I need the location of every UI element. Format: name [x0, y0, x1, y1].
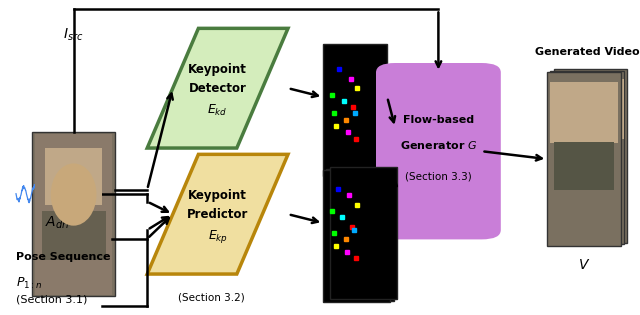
- Bar: [32, 132, 115, 296]
- Polygon shape: [147, 154, 288, 274]
- Text: (Section 3.1): (Section 3.1): [16, 295, 88, 305]
- Text: Generator $G$: Generator $G$: [399, 139, 477, 151]
- Text: $V$: $V$: [578, 258, 590, 272]
- Bar: [560, 139, 621, 187]
- Text: $E_{kd}$: $E_{kd}$: [207, 103, 228, 118]
- Bar: [557, 140, 618, 189]
- Bar: [42, 211, 106, 260]
- Bar: [45, 148, 102, 205]
- Ellipse shape: [51, 163, 97, 226]
- Bar: [323, 170, 390, 302]
- Text: Flow-based: Flow-based: [403, 115, 474, 125]
- Bar: [554, 80, 621, 141]
- Polygon shape: [147, 28, 288, 148]
- Text: $E_{kp}$: $E_{kp}$: [207, 228, 228, 245]
- Bar: [554, 69, 627, 243]
- Text: $I_{src}$: $I_{src}$: [63, 27, 84, 43]
- Text: $P_{1:n}$: $P_{1:n}$: [16, 276, 42, 291]
- Bar: [557, 79, 624, 139]
- Bar: [550, 82, 618, 143]
- Text: $A_{dri}$: $A_{dri}$: [45, 214, 70, 231]
- Text: Keypoint: Keypoint: [188, 189, 247, 202]
- Text: Detector: Detector: [189, 82, 246, 95]
- Bar: [554, 142, 614, 190]
- Text: (Section 3.3): (Section 3.3): [405, 171, 472, 181]
- Text: $(K^{src},J^{src})$: $(K^{src},J^{src})$: [330, 189, 381, 204]
- Bar: [326, 169, 394, 301]
- FancyBboxPatch shape: [376, 63, 500, 239]
- Text: Generated Video: Generated Video: [535, 47, 639, 57]
- Bar: [35, 134, 112, 295]
- Bar: [550, 71, 624, 244]
- Text: (Section 3.2): (Section 3.2): [178, 293, 244, 303]
- Bar: [323, 44, 387, 176]
- Text: Keypoint: Keypoint: [188, 63, 247, 76]
- Bar: [547, 72, 621, 246]
- Bar: [330, 167, 397, 299]
- Text: Pose Sequence: Pose Sequence: [16, 252, 111, 262]
- Text: Predictor: Predictor: [187, 208, 248, 221]
